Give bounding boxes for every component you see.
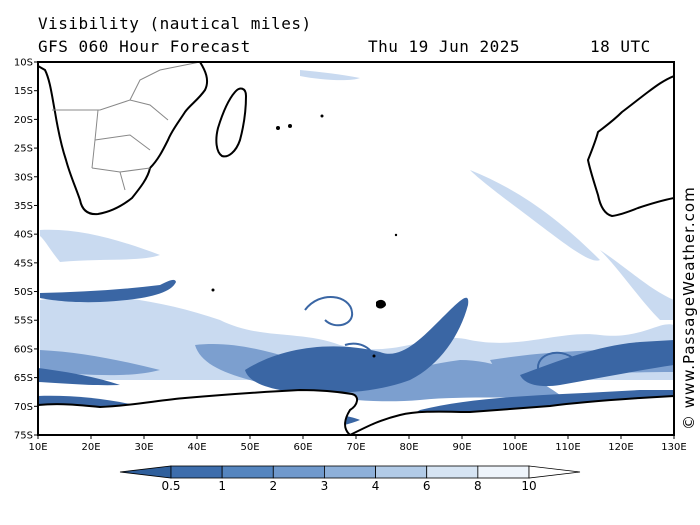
lat-tick-label: 40S [14,230,33,241]
lon-tick-label: 50E [240,442,259,453]
longitude-axis: 10E 20E 30E 40E 50E 60E 70E 80E 90E 100E 110E 120E 1… [28,435,687,453]
colorbar-segment [324,465,376,479]
lon-tick-label: 60E [293,442,312,453]
colorbar-segment [272,465,325,479]
lat-tick-label: 30S [14,172,33,183]
kerguelen-islands [376,299,386,309]
lat-tick-label: 55S [14,316,33,327]
islands [211,114,398,358]
colorbar-min-arrow [119,465,172,479]
antarctica-landmass [38,389,674,435]
colorbar-label: 1 [218,479,226,493]
lon-tick-label: 130E [661,442,686,453]
heard-island [372,354,376,358]
colorbar-max-arrow [528,465,581,479]
country-borders [52,62,201,191]
colorbar-label: 6 [423,479,431,493]
reunion-island [288,124,292,128]
colorbar-label: 2 [269,479,277,493]
lon-tick-label: 90E [452,442,471,453]
colorbar-segment [477,465,530,479]
lat-tick-label: 50S [14,287,33,298]
chart-title-text: Visibility (nautical miles) [38,14,312,33]
lat-tick-label: 65S [14,373,33,384]
lon-tick-label: 10E [28,442,47,453]
colorbar-label: 4 [372,479,380,493]
credit-watermark: © www.PassageWeather.com [680,186,698,430]
forecast-subtitle: GFS 060 Hour Forecast [38,37,251,56]
lat-tick-label: 60S [14,344,33,355]
latitude-axis: 10S 15S 20S 25S 30S 35S 40S 45S 50S 55S 60S 65S 70S 7… [14,58,38,442]
colorbar-segment [170,465,223,479]
lon-tick-label: 120E [608,442,633,453]
lat-tick-label: 20S [14,115,33,126]
lat-tick-label: 25S [14,144,33,155]
rodrigues-island [320,114,324,118]
lon-tick-label: 80E [399,442,418,453]
lat-tick-label: 45S [14,258,33,269]
colorbar-label: 0.5 [161,479,180,493]
colorbar-segment [221,465,274,479]
colorbar-segment [426,465,479,479]
lat-tick-label: 75S [14,431,33,442]
lon-tick-label: 20E [81,442,100,453]
colorbar-label: 8 [474,479,482,493]
lat-tick-label: 70S [14,402,33,413]
swirl-patterns [304,296,580,380]
colorbar-segment [375,465,428,479]
coastlines [38,62,674,435]
lon-tick-label: 70E [346,442,365,453]
colorbar-label: 3 [321,479,329,493]
lat-tick-label: 10S [14,58,33,69]
visibility-colorbar: 0.5 1 2 3 4 6 8 10 [119,465,581,493]
australia-landmass [587,62,674,217]
forecast-date: Thu 19 Jun 2025 [368,37,520,56]
forecast-utc: 18 UTC [590,37,651,56]
lon-tick-label: 100E [502,442,527,453]
mauritius-island [276,126,280,130]
crozet-islands [211,288,215,292]
africa-landmass [38,62,209,216]
lat-tick-label: 15S [14,86,33,97]
map-content [38,62,674,435]
colorbar-label: 10 [521,479,536,493]
madagascar [215,87,247,158]
amsterdam-island [394,233,398,237]
lat-tick-label: 35S [14,201,33,212]
lon-tick-label: 40E [187,442,206,453]
lon-tick-label: 110E [555,442,580,453]
lon-tick-label: 30E [134,442,153,453]
